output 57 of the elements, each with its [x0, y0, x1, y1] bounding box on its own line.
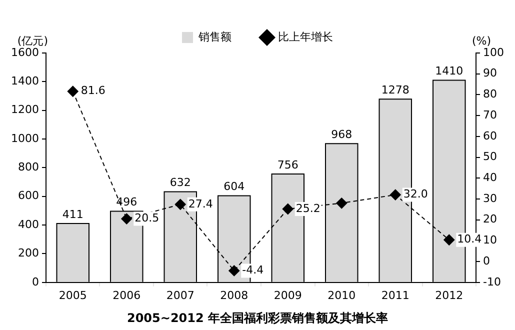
- legend-label: 销售额: [198, 30, 232, 44]
- y-tick-label: 1000: [10, 132, 39, 145]
- data-label: 604: [224, 180, 245, 194]
- data-label: 81.6: [80, 84, 106, 98]
- data-label: 756: [277, 158, 298, 172]
- x-tick-label: 2008: [220, 288, 248, 302]
- y-tick-label: 800: [18, 160, 39, 174]
- point: [67, 86, 78, 97]
- y-tick-label: 1600: [10, 46, 39, 59]
- data-label: 632: [170, 176, 191, 190]
- y2-tick-label: 40: [483, 170, 498, 184]
- x-tick-label: 2007: [166, 288, 194, 302]
- point: [121, 213, 132, 224]
- x-tick-label: 2006: [112, 288, 141, 302]
- data-label: -4.4: [242, 264, 264, 277]
- y-tick-label: 1400: [10, 74, 39, 88]
- x-tick-label: 2009: [274, 288, 302, 302]
- point: [390, 189, 401, 200]
- y2-tick-label: 90: [483, 66, 498, 80]
- data-label: 968: [331, 128, 352, 141]
- y2-tick-label: -10: [483, 275, 501, 288]
- y2-tick-label: 70: [483, 108, 498, 122]
- data-label: 1278: [381, 84, 410, 97]
- point: [174, 198, 186, 210]
- y2-tick-label: 80: [483, 88, 498, 101]
- point: [228, 265, 240, 276]
- text: 2005~2012 年全国福利彩票销售额及其增长率: [126, 310, 388, 325]
- data-label: 411: [62, 208, 84, 221]
- x-tick-label: 2011: [381, 288, 410, 302]
- y2-tick-label: 30: [483, 192, 498, 205]
- data-label: 1410: [435, 64, 464, 78]
- y2-tick-label: 20: [483, 212, 498, 226]
- x-tick-label: 2010: [328, 288, 356, 302]
- x-tick-label: 2005: [58, 288, 87, 302]
- point: [336, 198, 348, 209]
- data-label: 20.5: [134, 212, 160, 225]
- y-tick-label: 1200: [10, 103, 39, 116]
- point: [282, 203, 294, 214]
- y2-axis-title: (%): [472, 34, 492, 48]
- data-label: 27.4: [188, 197, 213, 210]
- data-label: 496: [116, 196, 138, 209]
- y-tick-label: 0: [32, 275, 39, 288]
- y2-tick-label: 0: [483, 254, 490, 268]
- point: [444, 234, 455, 246]
- legend-label: 比上年增长: [278, 30, 333, 44]
- y2-tick-label: 10: [483, 234, 498, 247]
- data-label: 32.0: [403, 188, 428, 201]
- y2-tick-label: 100: [483, 46, 504, 59]
- data-label: 25.2: [296, 202, 320, 215]
- y-tick-label: 200: [18, 246, 39, 260]
- data-label: 10.4: [457, 232, 482, 246]
- y-axis-title: (亿元): [17, 34, 48, 48]
- x-tick-label: 2012: [435, 288, 464, 302]
- y-tick-label: 400: [18, 218, 39, 231]
- y2-tick-label: 50: [483, 150, 498, 164]
- y2-tick-label: 60: [483, 129, 498, 142]
- y-tick-label: 600: [18, 189, 39, 202]
